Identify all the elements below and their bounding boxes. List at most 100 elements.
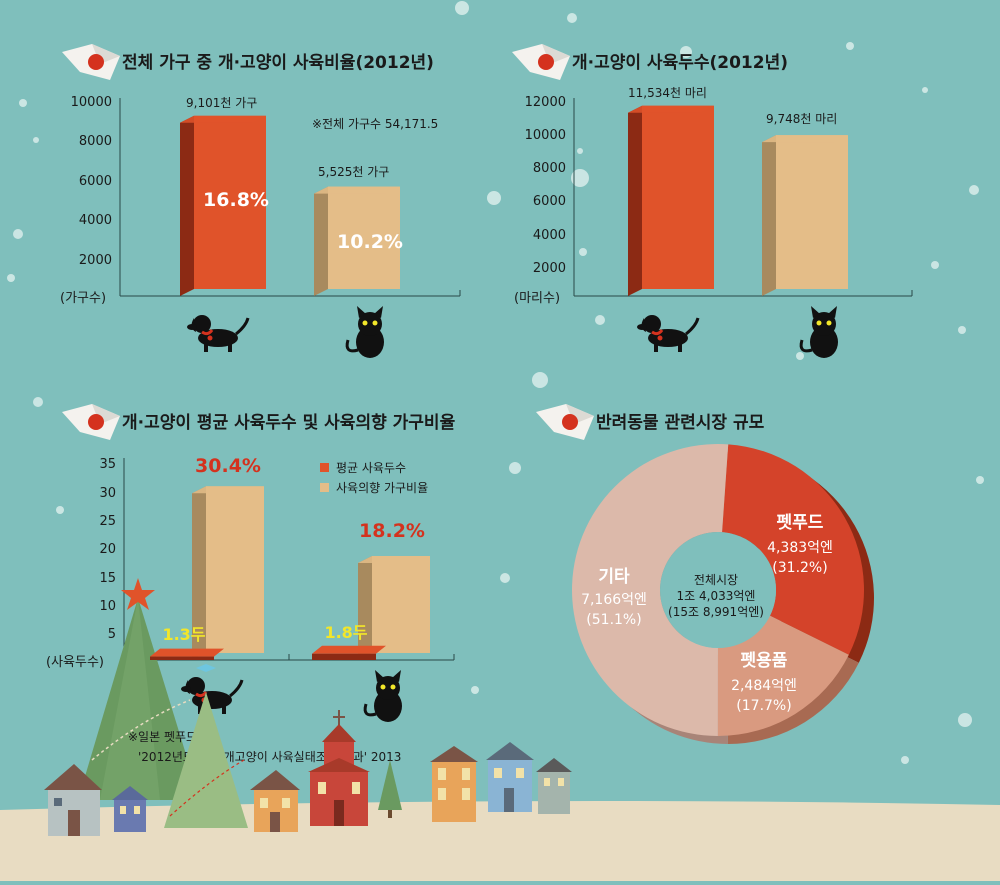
chart1-ylabel: (가구수): [60, 291, 106, 306]
chart3-bars: [150, 486, 430, 660]
chart1-percent-cat: 10.2%: [337, 231, 403, 253]
slice-label-other-value: 7,166억엔: [581, 592, 647, 608]
chart3-ylabel: (사육두수): [46, 655, 104, 670]
chart3-ytick: 35: [99, 457, 116, 472]
house-icon: [112, 786, 148, 832]
star-icon: [121, 578, 155, 610]
slice-label-petfood-name: 펫푸드: [777, 513, 824, 533]
bar-mark: [762, 135, 848, 296]
slice-label-other-name: 기타: [598, 567, 630, 587]
chart1: 2000 4000 6000 8000 10000 (가구수) 9,101천 가…: [60, 95, 461, 358]
donut-center-line2: 1조 4,033억엔: [677, 589, 756, 603]
slice-label-other-pct: (51.1%): [586, 612, 641, 628]
chart1-ytick: 10000: [71, 95, 112, 110]
chart1-yticks: 2000 4000 6000 8000 10000: [71, 95, 112, 268]
house-icon: [308, 710, 370, 826]
house-icon: [44, 764, 102, 836]
flag-plane-icon: [62, 404, 120, 440]
chart2-ytick: 8000: [533, 161, 566, 176]
chart1-ytick: 2000: [79, 253, 112, 268]
chart2-bar-cat: [762, 135, 848, 296]
chart1-ytick: 8000: [79, 134, 112, 149]
christmas-tree-icon: [164, 692, 248, 828]
chart2: 2000 4000 6000 8000 10000 12000 (마리수) 11…: [514, 85, 913, 358]
chart1-ytick: 6000: [79, 174, 112, 189]
chart2-ytick: 12000: [525, 95, 566, 110]
chart3-label-dog-intent: 30.4%: [195, 455, 261, 477]
dog-icon: [187, 315, 250, 352]
house-icon: [250, 770, 300, 832]
bow-icon: [196, 664, 216, 672]
slice-label-supplies-name: 펫용품: [741, 651, 788, 671]
slice-label-supplies-pct: (17.7%): [736, 698, 791, 714]
chart3: 5 10 15 20 25 30 35 (사육두수) 평균 사육두수 사육의향 …: [46, 455, 455, 800]
flag-plane-icon: [536, 404, 594, 440]
flag-plane-icon: [62, 44, 120, 80]
slice-2: [571, 443, 729, 736]
chart1-ytick: 4000: [79, 213, 112, 228]
chart3-label-cat-count: 1.8두: [324, 623, 367, 642]
chart1-value-label-dog: 9,101천 가구: [186, 95, 257, 110]
legend-label-intent: 사육의향 가구비율: [336, 481, 428, 495]
chart2-ytick: 4000: [533, 228, 566, 243]
chart3-yticks: 5 10 15 20 25 30 35: [99, 457, 116, 642]
chart2-bar-dog: [628, 105, 714, 297]
bar-mark: [358, 556, 430, 660]
chart1-title: 전체 가구 중 개·고양이 사육비율(2012년): [122, 53, 434, 73]
bar-mark: [314, 186, 400, 296]
chart2-ytick: 6000: [533, 194, 566, 209]
chart1-axes: [119, 98, 461, 297]
dog-icon: [181, 677, 244, 714]
chart2-ytick: 10000: [525, 128, 566, 143]
chart3-ytick: 5: [108, 627, 116, 642]
bar-mark: [180, 115, 266, 296]
house-icon: [536, 758, 572, 814]
legend-swatch-avg-count: [320, 463, 329, 472]
cat-icon: [345, 306, 384, 358]
cat-icon: [363, 670, 402, 722]
chart2-title: 개·고양이 사육두수(2012년): [572, 53, 788, 73]
chart2-yticks: 2000 4000 6000 8000 10000 12000: [525, 95, 566, 276]
christmas-tree-icon: [78, 598, 200, 800]
slice-0: [722, 444, 865, 655]
chart3-ytick: 10: [99, 599, 116, 614]
slice-1: [717, 615, 849, 736]
source-line-2: '2012년도 전국 개고양이 사육실태조사 결과' 2013: [138, 750, 401, 764]
legend-swatch-intent: [320, 483, 329, 492]
chart2-ytick: 2000: [533, 261, 566, 276]
chart1-bar-dog: [180, 115, 266, 296]
chart3-ytick: 20: [99, 542, 116, 557]
chart3-ytick: 30: [99, 486, 116, 501]
slice-label-petfood-pct: (31.2%): [772, 560, 827, 576]
chart3-label-cat-intent: 18.2%: [359, 520, 425, 542]
dog-icon: [637, 315, 700, 352]
chart2-value-label-dog: 11,534천 마리: [628, 85, 707, 100]
bar-mark: [150, 648, 224, 660]
chart1-value-label-cat: 5,525천 가구: [318, 164, 389, 179]
donut-center-line1: 전체시장: [694, 573, 738, 587]
chart2-ylabel: (마리수): [514, 291, 560, 306]
house-icon: [486, 742, 534, 812]
snow-decoration: [7, 1, 984, 764]
chart3-label-dog-count: 1.3두: [162, 625, 205, 644]
chart2-axes: [573, 98, 913, 297]
chart2-value-label-cat: 9,748천 마리: [766, 111, 837, 126]
ground: [0, 801, 1000, 881]
slice-label-petfood-value: 4,383억엔: [767, 540, 833, 556]
bar-mark: [628, 105, 714, 297]
chart3-title: 개·고양이 평균 사육두수 및 사육의향 가구비율: [122, 412, 456, 433]
house-icon: [430, 746, 478, 822]
chart1-percent-dog: 16.8%: [203, 189, 269, 211]
donut-center-line3: (15조 8,991억엔): [668, 605, 764, 619]
chart1-bar-cat: [314, 186, 400, 296]
chart3-ytick: 15: [99, 571, 116, 586]
chart4-title: 반려동물 관련시장 규모: [596, 413, 765, 433]
bar-mark: [192, 486, 264, 660]
donut-slices: [571, 443, 865, 736]
bar-mark: [312, 645, 386, 660]
slice-label-supplies-value: 2,484억엔: [731, 678, 797, 694]
chart3-legend: 평균 사육두수 사육의향 가구비율: [320, 461, 428, 495]
cat-icon: [799, 306, 838, 358]
